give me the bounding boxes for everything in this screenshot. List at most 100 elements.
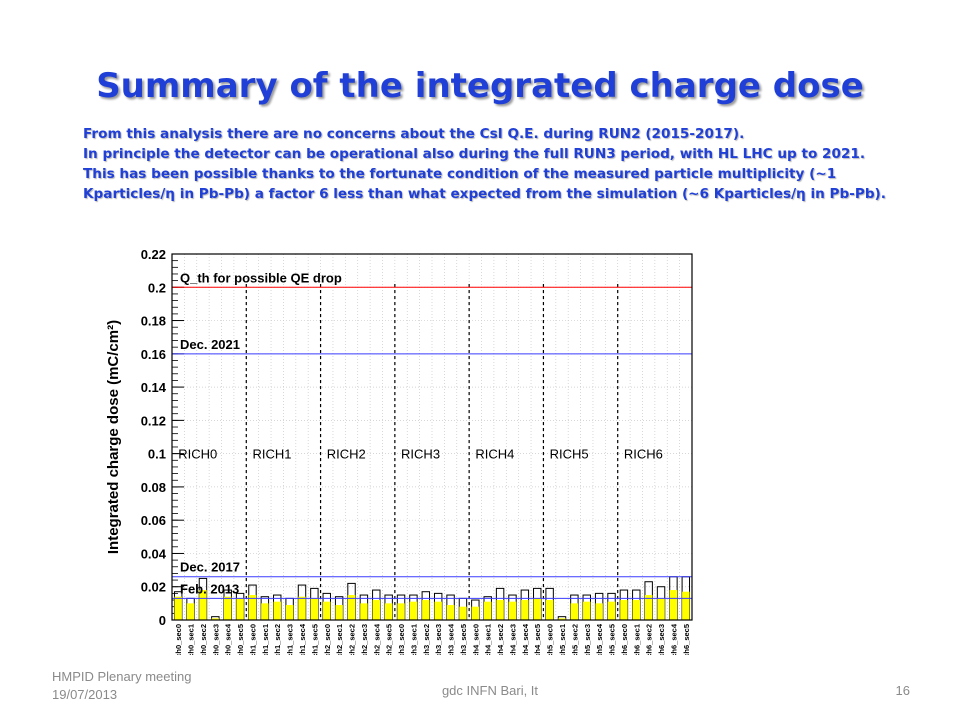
y-tick-label: 0.06 [141, 513, 166, 528]
x-tick-label: ch0_sec3 [211, 624, 220, 655]
x-tick-label: ch4_sec3 [508, 624, 517, 655]
x-tick-label: ch6_sec2 [645, 624, 654, 655]
bar-filled [372, 600, 380, 620]
bar-filled [607, 601, 616, 620]
bar-filled [496, 600, 504, 620]
reference-line-label: Dec. 2021 [180, 337, 240, 352]
bar-filled [620, 600, 628, 620]
x-tick-label: ch2_sec2 [348, 624, 357, 655]
bar-filled [174, 596, 182, 620]
x-tick-label: ch4_sec2 [496, 624, 505, 655]
x-tick-label: ch0_sec1 [187, 624, 196, 655]
x-tick-label: ch6_sec1 [632, 624, 641, 655]
reference-line-label: Q_th for possible QE drop [180, 270, 342, 285]
x-tick-label: ch0_sec0 [174, 624, 183, 655]
bar-filled [285, 605, 294, 620]
x-tick-label: ch4_sec1 [484, 624, 493, 655]
x-tick-label: ch3_sec5 [459, 624, 468, 655]
bar-filled [446, 605, 455, 620]
x-tick-label: ch1_sec3 [286, 624, 295, 655]
footer-author: gdc INFN Bari, It [441, 683, 539, 698]
x-tick-label: ch0_sec5 [236, 624, 245, 655]
x-tick-label: ch6_sec4 [669, 623, 678, 655]
bar-filled [459, 606, 467, 620]
x-tick-label: ch1_sec2 [273, 624, 282, 655]
y-tick-label: 0.22 [141, 247, 166, 262]
plot-frame [171, 253, 693, 621]
bar-filled [273, 601, 281, 620]
x-tick-label: ch3_sec1 [409, 624, 418, 655]
bar-filled [186, 603, 195, 620]
y-tick-label: 0.04 [141, 546, 167, 561]
bar-filled [236, 598, 244, 620]
footer-meeting-name: HMPID Plenary meeting [52, 669, 192, 684]
x-tick-label: ch2_sec5 [385, 624, 394, 655]
bar-filled [347, 595, 356, 620]
y-tick-label: 0.2 [148, 280, 166, 295]
bar-filled [261, 603, 269, 620]
x-tick-label: ch5_sec3 [583, 624, 592, 655]
slide-title: Summary of the integrated charge dose [96, 66, 864, 106]
bar-filled [508, 601, 517, 620]
x-tick-label: ch5_sec2 [570, 624, 579, 655]
bar-filled [310, 598, 319, 620]
group-label: RICH6 [624, 447, 663, 462]
x-tick-label: ch6_sec3 [657, 624, 666, 655]
x-tick-label: ch0_sec2 [199, 624, 208, 655]
x-tick-label: ch4_sec5 [533, 624, 542, 655]
x-tick-label: ch2_sec4 [372, 623, 381, 655]
x-tick-label: ch5_sec0 [546, 624, 555, 655]
bar-filled [434, 601, 442, 620]
y-tick-label: 0.1 [148, 447, 166, 462]
bar-filled [335, 605, 343, 620]
bar-filled [669, 590, 678, 620]
y-axis-label: Integrated charge dose (mC/cm²) [105, 320, 122, 554]
x-tick-label: ch6_sec5 [682, 624, 691, 655]
bar-filled [632, 600, 640, 620]
x-tick-label: ch1_sec0 [248, 624, 257, 655]
group-label: RICH3 [401, 447, 440, 462]
x-tick-label: ch4_sec0 [471, 624, 480, 655]
group-label: RICH1 [252, 447, 291, 462]
bar-filled [682, 591, 690, 620]
x-tick-label: ch3_sec2 [422, 624, 431, 655]
bar-filled [484, 601, 492, 620]
bar-filled [397, 603, 405, 620]
bar-filled [644, 595, 653, 620]
x-tick-label: ch2_sec3 [360, 624, 369, 655]
x-tick-label: ch0_sec4 [224, 623, 233, 655]
footer-meeting-date: 19/07/2013 [52, 687, 118, 702]
bar-filled [521, 600, 529, 620]
group-label: RICH0 [178, 447, 217, 462]
x-tick-label: ch3_sec4 [447, 623, 456, 655]
bar-filled [471, 606, 480, 620]
x-tick-label: ch5_sec4 [595, 623, 604, 655]
x-tick-label: ch2_sec0 [323, 624, 332, 655]
x-tick-label: ch3_sec3 [434, 624, 443, 655]
y-tick-label: 0.14 [141, 380, 167, 395]
paragraph-run2-conclusion: From this analysis there are no concerns… [83, 126, 745, 142]
x-tick-label: ch1_sec5 [310, 624, 319, 655]
paragraph-run3-outlook: In principle the detector can be operati… [83, 146, 886, 202]
group-label: RICH2 [327, 447, 366, 462]
bar-filled [533, 598, 541, 620]
bar-filled [323, 601, 331, 620]
x-tick-label: ch1_sec4 [298, 623, 307, 655]
bar-filled [545, 600, 554, 620]
x-tick-label: ch4_sec4 [521, 623, 530, 655]
group-label: RICH5 [550, 447, 589, 462]
x-tick-label: ch3_sec0 [397, 624, 406, 655]
bar-filled [657, 598, 665, 620]
y-tick-label: 0.12 [141, 413, 166, 428]
x-tick-label: ch5_sec1 [558, 624, 567, 655]
bar-filled [211, 618, 220, 620]
bar-filled [248, 595, 257, 620]
y-tick-label: 0.02 [141, 580, 166, 595]
bar-filled [409, 601, 418, 620]
y-tick-label: 0 [159, 613, 166, 628]
bar-filled [199, 590, 207, 620]
bar-filled [583, 601, 591, 620]
y-tick-label: 0.18 [141, 314, 166, 329]
reference-line-label: Feb. 2013 [180, 581, 239, 596]
group-label: RICH4 [475, 447, 514, 462]
